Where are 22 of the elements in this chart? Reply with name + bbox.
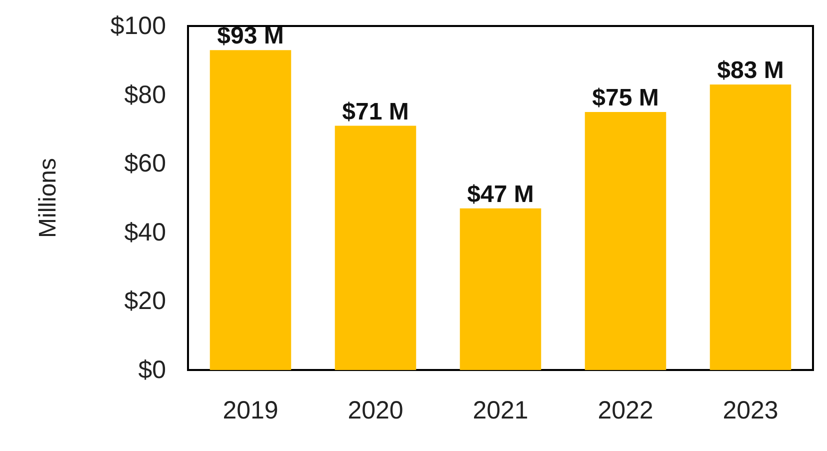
x-tick-label: 2022 [598, 396, 654, 424]
y-tick-label: $80 [124, 80, 166, 109]
y-tick-label: $0 [138, 356, 166, 384]
data-label: $47 M [467, 180, 534, 208]
data-label: $75 M [592, 84, 659, 112]
bar [334, 126, 416, 370]
bar [584, 112, 666, 370]
data-label: $83 M [717, 56, 784, 84]
bar [210, 50, 292, 370]
y-tick-label: $40 [124, 218, 166, 246]
y-tick-label: $100 [110, 12, 166, 40]
bar [460, 208, 542, 370]
x-tick-label: 2023 [722, 396, 778, 424]
y-tick-label: $20 [124, 287, 166, 316]
bar [710, 84, 792, 370]
x-tick-label: 2020 [348, 396, 404, 424]
data-label: $93 M [217, 22, 284, 50]
x-tick-label: 2021 [472, 396, 528, 424]
data-label: $71 M [342, 98, 409, 126]
y-axis-title: Millions [34, 158, 62, 238]
y-tick-label: $60 [124, 150, 166, 178]
x-tick-label: 2019 [222, 396, 278, 424]
